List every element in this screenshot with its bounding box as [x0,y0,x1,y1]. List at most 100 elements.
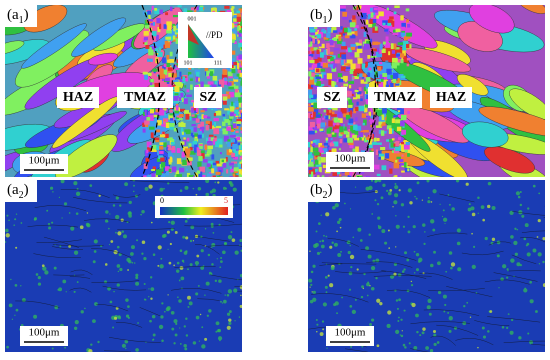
texture [340,66,346,71]
texture [521,214,525,218]
texture [170,6,173,12]
texture [76,281,79,283]
texture [353,76,359,80]
texture [185,317,188,320]
texture [163,122,169,128]
texture [387,79,392,86]
texture [155,109,160,113]
texture [355,93,361,99]
texture [471,232,473,235]
texture [426,305,431,310]
texture [193,147,200,151]
texture [116,245,120,249]
texture [377,66,382,72]
texture [500,277,504,281]
texture [326,43,330,48]
texture [381,270,427,279]
texture [401,141,405,145]
texture [173,342,176,345]
texture [222,113,226,117]
label-text: 2 [323,190,328,201]
texture [338,78,344,83]
texture [388,247,391,249]
texture [349,304,353,308]
texture [217,328,222,333]
texture [178,299,182,303]
texture [365,113,368,116]
texture [37,276,41,280]
texture [317,34,322,39]
texture [323,109,326,113]
texture [328,147,333,151]
texture [309,152,313,158]
texture [174,86,180,93]
texture [181,259,185,263]
texture [355,107,361,112]
texture [227,110,231,115]
texture [148,184,153,189]
texture [239,87,242,93]
texture [132,190,135,193]
texture [229,162,234,166]
texture [397,78,400,83]
texture [150,132,154,139]
texture [461,121,509,148]
texture [151,5,154,10]
texture [400,32,406,37]
texture [315,319,318,322]
texture [195,315,200,320]
texture [184,347,188,351]
texture [334,129,339,133]
texture [196,116,203,120]
texture [360,79,364,84]
texture [342,11,348,17]
texture [234,109,239,116]
zone-label: SZ [323,90,340,105]
texture [421,199,424,201]
texture [241,73,242,79]
texture [308,130,315,135]
texture [339,5,346,9]
texture [152,253,156,256]
texture [230,231,233,234]
texture [232,187,237,192]
texture [332,172,337,176]
texture [308,144,313,147]
texture [358,87,362,92]
label-text: 001 [188,16,197,22]
texture [339,143,342,147]
texture [544,205,545,207]
texture [187,157,193,161]
texture [191,114,195,117]
texture [379,43,383,50]
texture [142,11,146,15]
texture [234,107,240,110]
texture [174,67,180,70]
texture [312,147,319,152]
texture [437,261,441,266]
texture [360,8,365,14]
texture [230,33,236,40]
texture [308,167,313,171]
ipf-legend: 001 101 111 //PD [178,12,232,68]
texture [127,269,129,271]
texture [379,17,383,22]
texture [313,47,318,51]
texture [382,122,386,126]
texture [189,142,195,147]
texture [310,159,315,162]
texture [329,245,333,249]
texture [319,68,326,72]
texture [197,134,202,139]
texture [123,234,127,239]
texture [220,82,225,88]
texture [239,152,242,156]
texture [86,212,89,214]
texture [185,236,189,240]
texture [161,234,166,239]
texture [502,264,507,269]
texture [174,7,180,14]
texture [190,78,193,81]
texture [313,83,318,90]
texture [213,128,220,135]
